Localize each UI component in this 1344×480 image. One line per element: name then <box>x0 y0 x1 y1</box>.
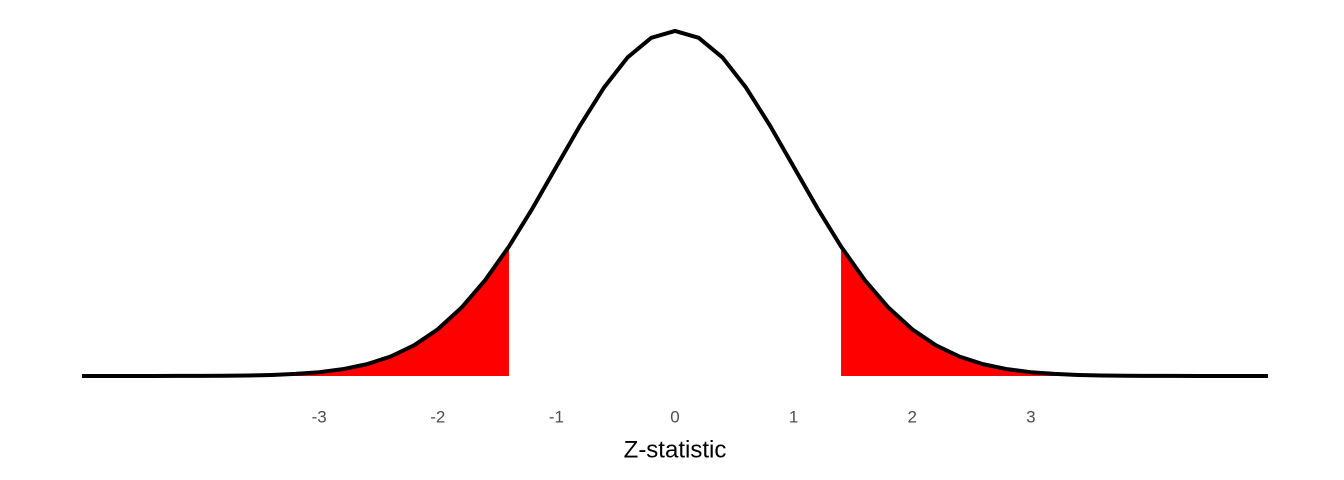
x-tick-label: 2 <box>907 407 916 426</box>
x-axis-title: Z-statistic <box>624 436 727 463</box>
x-tick-label: -3 <box>312 407 327 426</box>
x-tick-label: -2 <box>430 407 445 426</box>
shaded-tail <box>82 246 509 376</box>
x-tick-label: -1 <box>549 407 564 426</box>
x-tick-label: 3 <box>1026 407 1035 426</box>
shaded-tail <box>841 246 1268 376</box>
density-curve <box>82 28 1268 378</box>
x-tick-label: 0 <box>670 407 679 426</box>
x-tick-label: 1 <box>789 407 798 426</box>
